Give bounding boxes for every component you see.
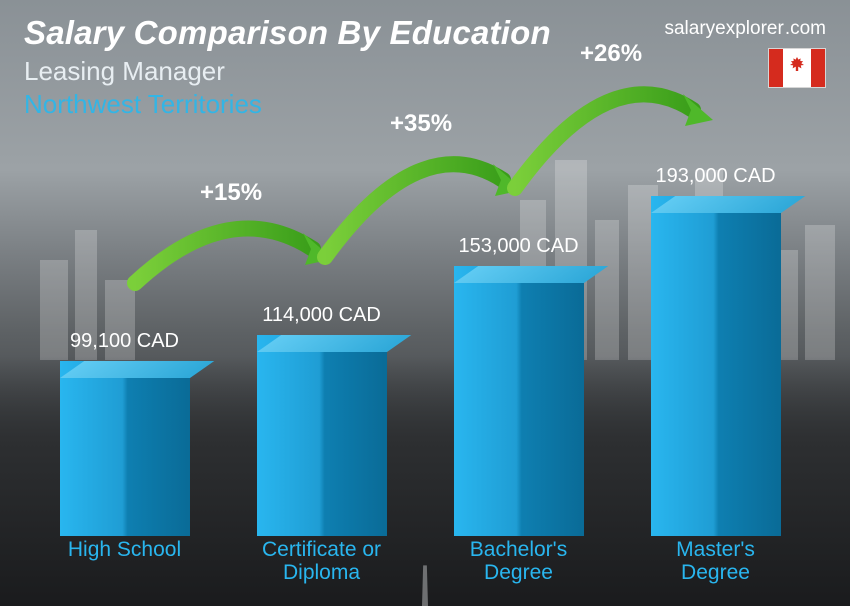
bar-value-label: 153,000 CAD (458, 235, 578, 258)
brand-suffix: .com (785, 18, 826, 40)
bar: 153,000 CAD (434, 235, 603, 536)
country-flag (768, 48, 826, 88)
bar-value-label: 193,000 CAD (655, 165, 775, 188)
bar: 99,100 CAD (40, 330, 209, 536)
brand-name: salaryexplorer (664, 18, 783, 40)
bar-value-label: 114,000 CAD (262, 304, 381, 327)
brand-logo: salaryexplorer.com (664, 18, 826, 40)
bar-chart: 99,100 CAD 114,000 CAD 153,000 CAD 193,0… (40, 104, 800, 584)
x-axis-label: Master'sDegree (631, 538, 800, 584)
bar-value-label: 99,100 CAD (70, 330, 179, 353)
bar: 193,000 CAD (631, 165, 800, 536)
chart-subtitle: Leasing Manager (24, 56, 826, 87)
increase-label: +35% (390, 110, 452, 138)
x-axis-label: Certificate orDiploma (237, 538, 406, 584)
x-axis-label: Bachelor'sDegree (434, 538, 603, 584)
bar: 114,000 CAD (237, 304, 406, 536)
x-axis-label: High School (40, 538, 209, 584)
maple-leaf-icon (783, 49, 811, 87)
